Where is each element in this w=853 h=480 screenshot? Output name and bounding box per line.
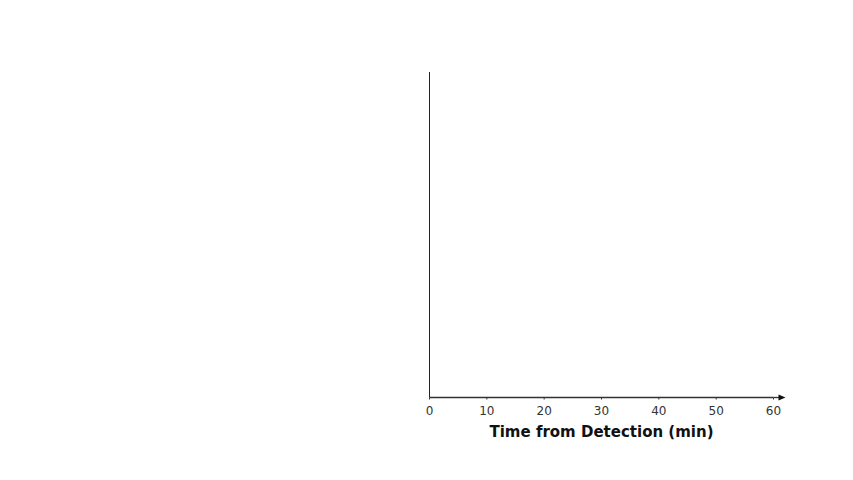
x-tick-label: 30 (594, 404, 609, 418)
x-tick (544, 398, 545, 400)
x-tick-label: 10 (479, 404, 494, 418)
x-tick (486, 398, 487, 400)
x-tick-label: 50 (709, 404, 724, 418)
x-tick (773, 398, 774, 400)
x-tick (658, 398, 659, 400)
x-tick-label: 60 (766, 404, 781, 418)
x-axis-label: Time from Detection (min) (489, 423, 713, 441)
y-axis-line (429, 72, 430, 398)
x-tick (601, 398, 602, 400)
x-tick-label: 0 (426, 404, 434, 418)
x-axis-arrow (779, 395, 786, 401)
chart-container: 0 10 20 30 40 50 60 Time from Detection (min) (0, 0, 853, 480)
chart-svg: 0 10 20 30 40 50 60 Time from Detection (min) (0, 0, 853, 480)
x-tick (716, 398, 717, 400)
x-tick-label: 20 (537, 404, 552, 418)
x-tick (429, 398, 430, 400)
x-tick-label: 40 (651, 404, 666, 418)
